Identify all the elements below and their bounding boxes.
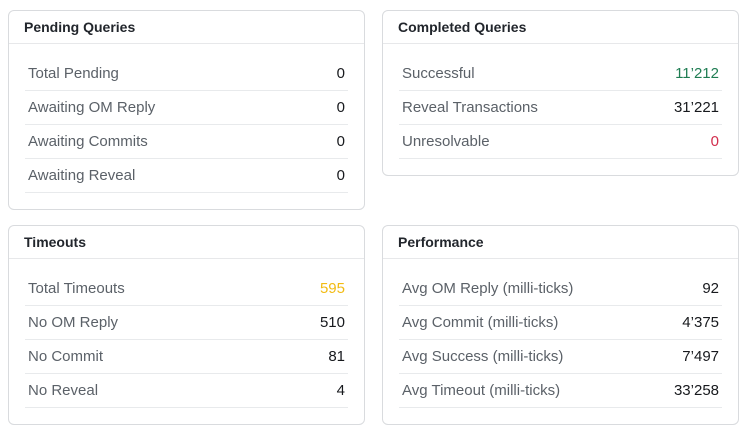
stat-row-total-timeouts: Total Timeouts 595 (25, 272, 348, 306)
stat-row-awaiting-om-reply: Awaiting OM Reply 0 (25, 91, 348, 125)
performance-card-title: Performance (383, 226, 738, 259)
stat-row-avg-success: Avg Success (milli-ticks) 7’497 (399, 340, 722, 374)
stat-row-unresolvable: Unresolvable 0 (399, 125, 722, 159)
stat-label: Avg Timeout (milli-ticks) (402, 382, 561, 399)
stat-row-no-om-reply: No OM Reply 510 (25, 306, 348, 340)
stat-value: 0 (336, 99, 345, 116)
stat-value: 4’375 (682, 314, 719, 331)
completed-queries-card-title: Completed Queries (383, 11, 738, 44)
stat-label: Unresolvable (402, 133, 490, 150)
stat-row-total-pending: Total Pending 0 (25, 57, 348, 91)
stat-value: 595 (319, 280, 345, 297)
stat-value: 510 (319, 314, 345, 331)
pending-queries-card-title: Pending Queries (9, 11, 364, 44)
stat-value: 0 (336, 133, 345, 150)
stat-label: Awaiting Commits (28, 133, 148, 150)
stat-value: 11’212 (675, 65, 719, 82)
stat-label: Avg OM Reply (milli-ticks) (402, 280, 574, 297)
stat-row-avg-om-reply: Avg OM Reply (milli-ticks) 92 (399, 272, 722, 306)
timeouts-card-body: Total Timeouts 595 No OM Reply 510 No Co… (9, 259, 364, 424)
stat-label: Reveal Transactions (402, 99, 538, 116)
completed-queries-card-body: Successful 11’212 Reveal Transactions 31… (383, 44, 738, 175)
stat-value: 0 (710, 133, 719, 150)
stat-label: Total Pending (28, 65, 119, 82)
stat-value: 33’258 (673, 382, 719, 399)
performance-card: Performance Avg OM Reply (milli-ticks) 9… (382, 225, 739, 425)
pending-queries-card: Pending Queries Total Pending 0 Awaiting… (8, 10, 365, 210)
stat-row-successful: Successful 11’212 (399, 57, 722, 91)
stat-row-awaiting-commits: Awaiting Commits 0 (25, 125, 348, 159)
stat-label: No Commit (28, 348, 104, 365)
stat-row-no-commit: No Commit 81 (25, 340, 348, 374)
stat-value: 81 (328, 348, 345, 365)
completed-queries-card: Completed Queries Successful 11’212 Reve… (382, 10, 739, 176)
timeouts-card: Timeouts Total Timeouts 595 No OM Reply … (8, 225, 365, 425)
stat-label: Awaiting OM Reply (28, 99, 156, 116)
stat-label: Avg Commit (milli-ticks) (402, 314, 559, 331)
stat-value: 4 (336, 382, 345, 399)
stat-row-avg-timeout: Avg Timeout (milli-ticks) 33’258 (399, 374, 722, 408)
stat-value: 31’221 (673, 99, 719, 116)
stat-value: 0 (336, 167, 345, 184)
stat-value: 7’497 (682, 348, 719, 365)
performance-card-body: Avg OM Reply (milli-ticks) 92 Avg Commit… (383, 259, 738, 424)
pending-queries-card-body: Total Pending 0 Awaiting OM Reply 0 Awai… (9, 44, 364, 209)
timeouts-card-title: Timeouts (9, 226, 364, 259)
stat-value: 0 (336, 65, 345, 82)
stat-label: No OM Reply (28, 314, 119, 331)
stat-row-avg-commit: Avg Commit (milli-ticks) 4’375 (399, 306, 722, 340)
stat-label: Successful (402, 65, 475, 82)
stat-value: 92 (702, 280, 719, 297)
stat-label: No Reveal (28, 382, 99, 399)
stat-row-reveal-transactions: Reveal Transactions 31’221 (399, 91, 722, 125)
stat-label: Total Timeouts (28, 280, 125, 297)
stat-label: Awaiting Reveal (28, 167, 136, 184)
stat-row-awaiting-reveal: Awaiting Reveal 0 (25, 159, 348, 193)
stat-label: Avg Success (milli-ticks) (402, 348, 564, 365)
stat-row-no-reveal: No Reveal 4 (25, 374, 348, 408)
